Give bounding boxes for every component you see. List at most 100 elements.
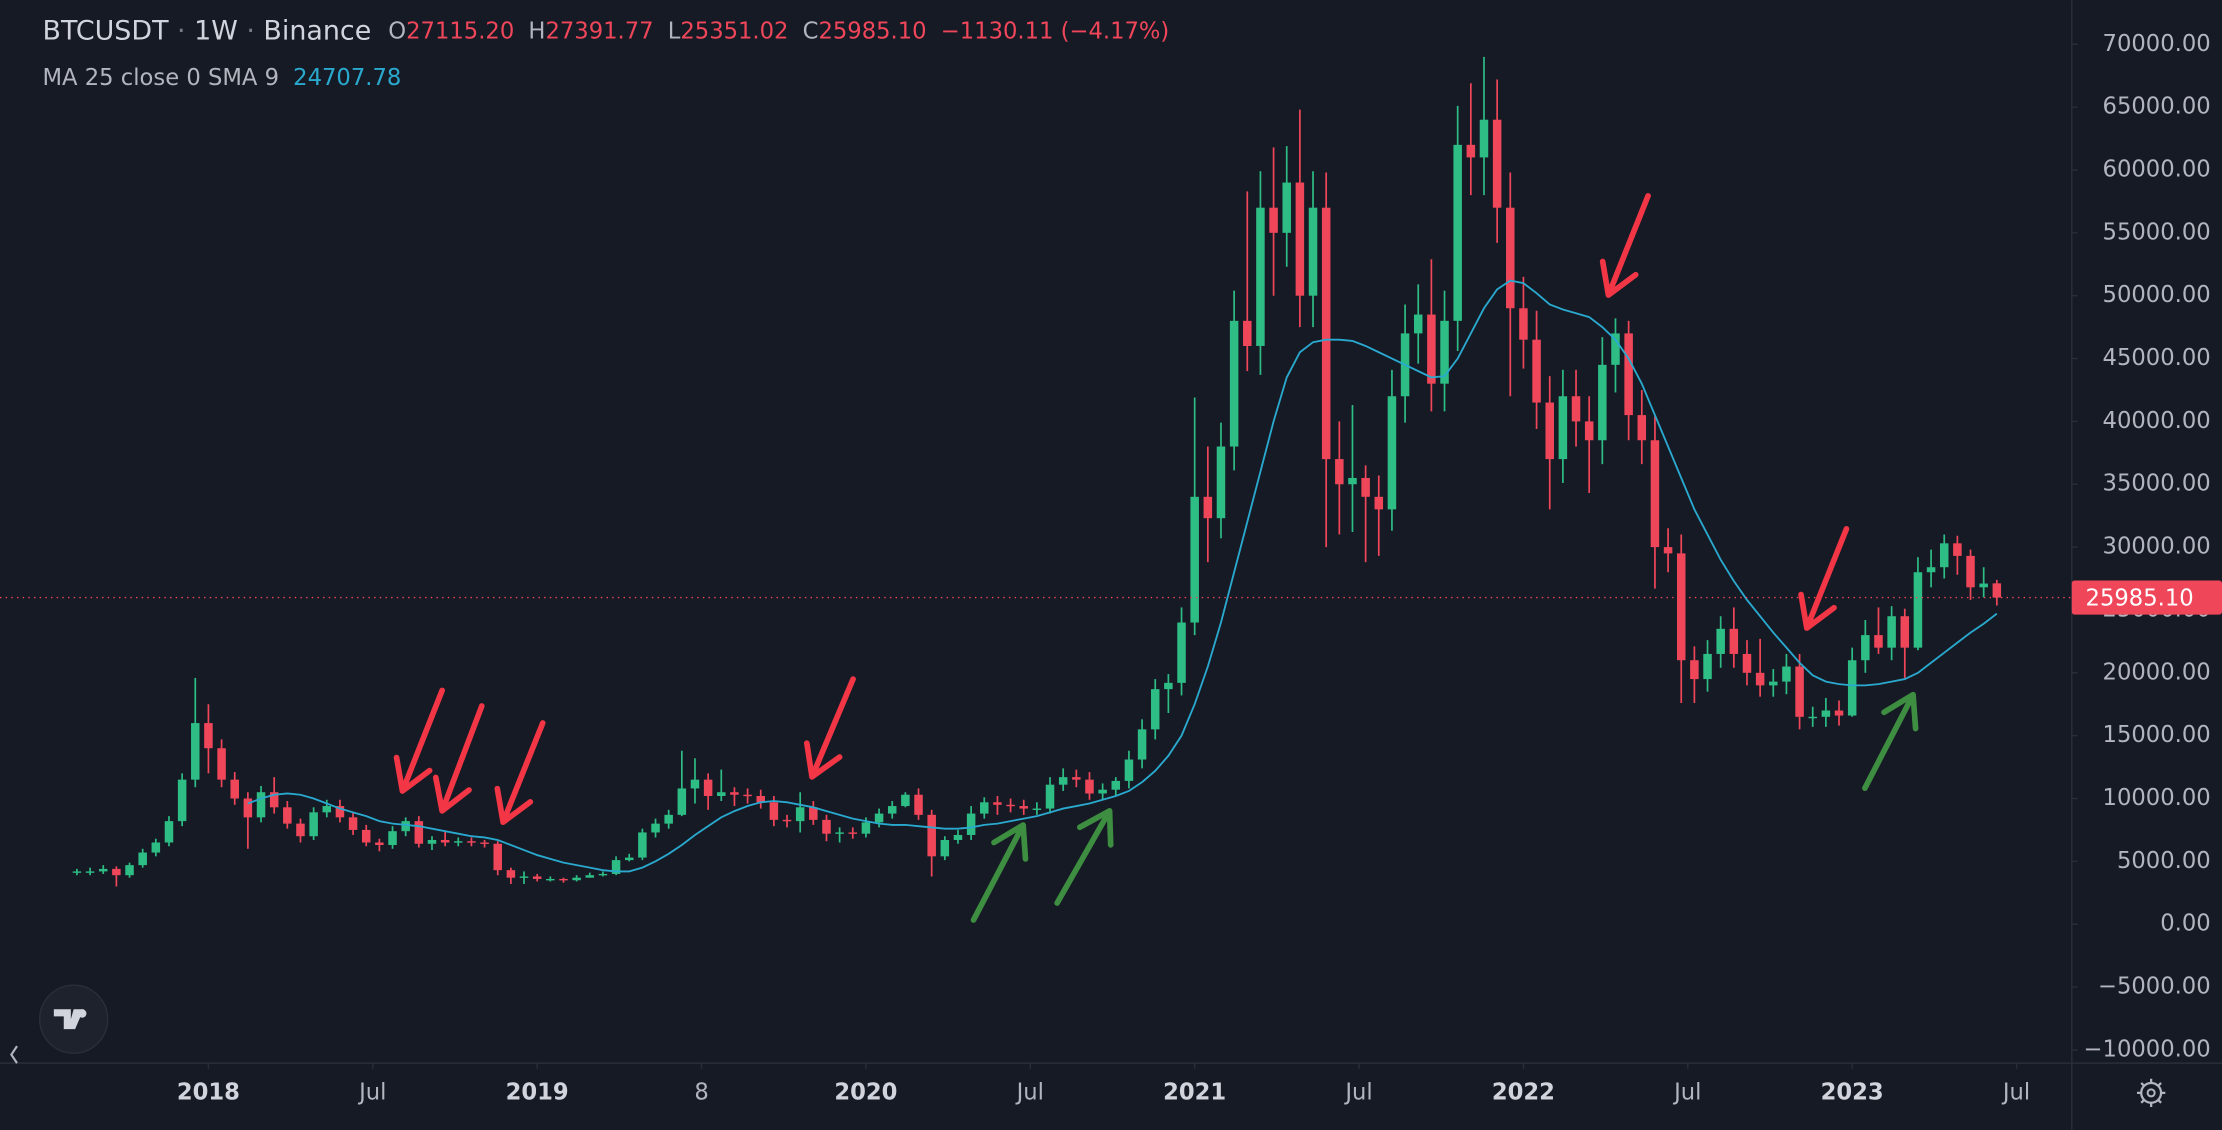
- candle-body: [1137, 729, 1147, 760]
- candle-body: [1650, 440, 1660, 548]
- candle-body: [1598, 364, 1607, 441]
- candle-body: [1216, 446, 1226, 519]
- candle-body: [1453, 144, 1462, 321]
- candle-body: [1676, 553, 1686, 661]
- y-tick-label: 5000.00: [2117, 848, 2211, 874]
- candle-body: [1085, 779, 1094, 794]
- settings-gear[interactable]: [2136, 1078, 2166, 1108]
- candle-body: [1545, 402, 1554, 460]
- tradingview-logo[interactable]: [38, 984, 109, 1054]
- candle-body: [1847, 660, 1857, 716]
- candle-body: [1742, 653, 1752, 673]
- candle-body: [1782, 666, 1791, 682]
- drawn-arrow: [1599, 193, 1651, 298]
- candle-body: [1295, 182, 1305, 296]
- scroll-left-icon[interactable]: [10, 1045, 18, 1064]
- candle-body: [217, 748, 226, 780]
- candle-body: [1019, 806, 1028, 809]
- candle-body: [1203, 496, 1213, 519]
- ohlc-key: L: [668, 18, 681, 44]
- candle-body: [611, 860, 621, 874]
- symbol: BTCUSDT: [43, 15, 170, 46]
- candle-body: [1953, 543, 1962, 556]
- candle-body: [1519, 308, 1528, 340]
- y-tick-label: 35000.00: [2103, 471, 2211, 497]
- gear-hub[interactable]: [2146, 1088, 2156, 1098]
- x-tick-label: 2022: [1492, 1079, 1555, 1105]
- candle-body: [269, 792, 279, 808]
- candle-body: [940, 839, 950, 857]
- candle-body: [1979, 583, 1988, 588]
- candle-body: [493, 843, 502, 871]
- candle-body: [638, 832, 647, 858]
- x-tick-label: 2018: [177, 1079, 240, 1105]
- y-tick-label: −5000.00: [2098, 974, 2211, 1000]
- candle-body: [703, 779, 713, 796]
- candle-body: [835, 832, 844, 834]
- symbol-legend: BTCUSDT · 1W · Binance O27115.20 H27391.77 L253…: [43, 15, 1170, 46]
- candle-body: [414, 821, 424, 844]
- candle-body: [467, 841, 476, 843]
- candle-body: [296, 823, 305, 837]
- candle-body: [532, 876, 542, 879]
- candle-body: [1440, 320, 1449, 384]
- candle-body: [1427, 314, 1436, 384]
- candle-body: [1834, 710, 1844, 716]
- candle-body: [914, 794, 923, 815]
- candle-body: [1729, 628, 1739, 654]
- candle-body: [743, 794, 752, 797]
- ohlc-key: O: [388, 18, 406, 44]
- candle-body: [125, 865, 134, 876]
- y-tick-label: 45000.00: [2103, 345, 2211, 371]
- candle-body: [1808, 716, 1817, 719]
- last-price-badge: [2071, 580, 2222, 615]
- candle-body: [1861, 635, 1870, 661]
- candle-body: [151, 842, 161, 853]
- drawn-arrow: [393, 687, 445, 794]
- y-tick-label: 20000.00: [2103, 659, 2211, 685]
- candle-body: [230, 779, 239, 799]
- candle-body: [1058, 777, 1068, 785]
- candle-body: [1269, 207, 1278, 233]
- candle-body: [1229, 320, 1239, 447]
- logo-mark[interactable]: [53, 1009, 84, 1030]
- y-tick-label: 50000.00: [2103, 282, 2211, 308]
- candle-body: [677, 788, 687, 815]
- candle-body: [1506, 207, 1515, 309]
- candle-body: [546, 878, 555, 881]
- candle-body: [1821, 710, 1831, 717]
- plot-area: [0, 56, 2072, 887]
- candle-body: [559, 878, 568, 881]
- candle-body: [1584, 421, 1594, 441]
- indicator-name: MA 25 close 0 SMA 9: [43, 65, 280, 91]
- candle-body: [717, 792, 726, 796]
- y-tick-label: 15000.00: [2103, 722, 2211, 748]
- candle-body: [1321, 207, 1331, 460]
- candle-body: [769, 802, 779, 820]
- legend: BTCUSDT · 1W · Binance O27115.20 H27391.77 L253…: [43, 15, 1170, 91]
- candle-body: [1703, 653, 1712, 680]
- y-tick-label: 30000.00: [2103, 534, 2211, 560]
- candle-body: [1755, 672, 1765, 686]
- candle-body: [1177, 622, 1186, 683]
- candle-body: [795, 807, 805, 822]
- candle-body: [1466, 144, 1476, 158]
- candle-body: [1308, 207, 1318, 296]
- candle-body: [506, 870, 516, 878]
- logo-dot[interactable]: [77, 1009, 87, 1018]
- candle-body: [1492, 119, 1502, 208]
- x-tick-label: Jul: [2001, 1079, 2030, 1105]
- candle-body: [1769, 681, 1778, 686]
- candle-body: [1716, 628, 1725, 654]
- candle-body: [848, 832, 858, 834]
- candle-body: [1150, 689, 1160, 730]
- candle-body: [756, 795, 765, 803]
- candle-body: [822, 819, 831, 834]
- drawn-arrow: [1798, 526, 1850, 631]
- separator: ·: [246, 15, 255, 46]
- candle-body: [1571, 396, 1581, 422]
- y-tick-label: 55000.00: [2103, 219, 2211, 245]
- candle-body: [993, 802, 1002, 805]
